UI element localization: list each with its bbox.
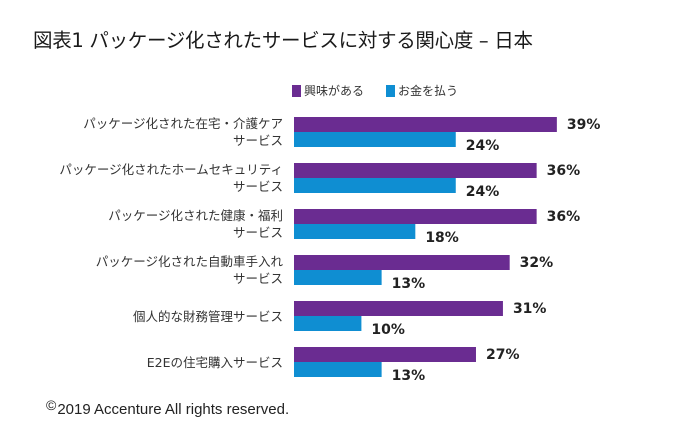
value-label-interest: 27%	[486, 347, 520, 363]
legend-swatch-interest	[292, 84, 301, 97]
bar-interest	[294, 301, 503, 316]
legend-label-interest: 興味がある	[304, 84, 365, 98]
bar-interest	[294, 255, 510, 270]
category-label-line: サービス	[233, 225, 283, 240]
value-label-pay: 13%	[392, 368, 426, 384]
category-label-line: パッケージ化された自動車手入れ	[96, 254, 284, 269]
category-label: パッケージ化された健康・福利サービス	[108, 208, 283, 240]
category-label-line: サービス	[233, 133, 283, 148]
value-label-interest: 39%	[567, 117, 601, 133]
value-label-pay: 13%	[392, 276, 426, 292]
bar-pay	[294, 316, 362, 331]
copyright: ©2019 Accenture All rights reserved.	[46, 397, 290, 418]
bar-pay	[294, 362, 382, 377]
chart-title: 図表1 パッケージ化されたサービスに対する関心度 – 日本	[33, 29, 533, 52]
bar-interest	[294, 209, 537, 224]
bar-interest	[294, 117, 557, 132]
category-label: パッケージ化された在宅・介護ケアサービス	[83, 116, 283, 148]
legend-item-interest: 興味がある	[292, 82, 364, 99]
category-label: パッケージ化されたホームセキュリティサービス	[59, 162, 283, 194]
value-label-pay: 24%	[466, 138, 500, 154]
bar-pay	[294, 224, 416, 239]
copyright-symbol: ©	[46, 397, 57, 413]
legend-swatch-pay	[386, 84, 396, 97]
copyright-text: 2019 Accenture All rights reserved.	[57, 401, 290, 418]
bar-interest	[294, 163, 537, 178]
category-label: パッケージ化された自動車手入れサービス	[96, 254, 284, 286]
value-label-interest: 31%	[513, 301, 547, 317]
category-label: E2Eの住宅購入サービス	[147, 355, 283, 370]
category-label-line: パッケージ化された在宅・介護ケア	[83, 116, 283, 131]
value-label-interest: 36%	[547, 209, 581, 225]
value-label-pay: 18%	[425, 230, 459, 246]
category-label-line: パッケージ化されたホームセキュリティ	[59, 162, 283, 177]
bar-pay	[294, 132, 456, 147]
legend-label-pay: お金を払う	[398, 84, 459, 98]
category-label: 個人的な財務管理サービス	[133, 309, 283, 324]
value-label-interest: 32%	[520, 255, 554, 271]
value-label-pay: 24%	[466, 184, 500, 200]
category-label-line: サービス	[233, 179, 283, 194]
category-label-line: サービス	[233, 271, 283, 286]
bar-pay	[294, 270, 382, 285]
legend-item-pay: お金を払う	[386, 82, 458, 99]
category-label-line: パッケージ化された健康・福利	[108, 208, 283, 223]
value-label-pay: 10%	[371, 322, 405, 338]
bar-interest	[294, 347, 476, 362]
bar-pay	[294, 178, 456, 193]
value-label-interest: 36%	[547, 163, 581, 179]
legend: 興味がある お金を払う	[292, 82, 480, 99]
